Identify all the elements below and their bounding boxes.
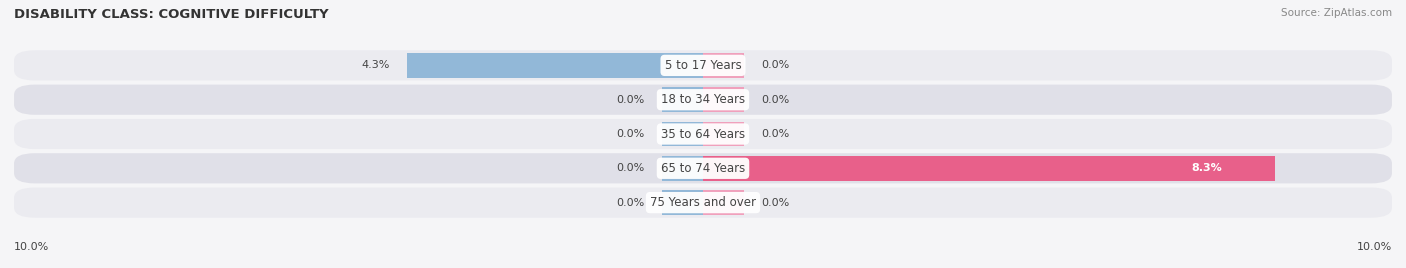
Text: 65 to 74 Years: 65 to 74 Years <box>661 162 745 175</box>
Text: 10.0%: 10.0% <box>14 242 49 252</box>
Bar <box>662 87 703 112</box>
Text: 4.3%: 4.3% <box>361 60 389 70</box>
FancyBboxPatch shape <box>14 153 1392 183</box>
Text: 0.0%: 0.0% <box>616 198 644 208</box>
Text: 8.3%: 8.3% <box>1191 163 1222 173</box>
Text: 75 Years and over: 75 Years and over <box>650 196 756 209</box>
Text: 0.0%: 0.0% <box>616 129 644 139</box>
Bar <box>662 156 703 181</box>
FancyBboxPatch shape <box>14 50 1392 80</box>
Text: 0.0%: 0.0% <box>762 95 790 105</box>
Text: 35 to 64 Years: 35 to 64 Years <box>661 128 745 140</box>
Bar <box>703 122 744 146</box>
Bar <box>703 190 744 215</box>
Text: 10.0%: 10.0% <box>1357 242 1392 252</box>
Text: 0.0%: 0.0% <box>762 60 790 70</box>
Text: Source: ZipAtlas.com: Source: ZipAtlas.com <box>1281 8 1392 18</box>
Text: 18 to 34 Years: 18 to 34 Years <box>661 93 745 106</box>
Bar <box>703 53 744 78</box>
Bar <box>662 122 703 146</box>
Bar <box>703 87 744 112</box>
FancyBboxPatch shape <box>14 188 1392 218</box>
Bar <box>662 190 703 215</box>
Text: 0.0%: 0.0% <box>616 163 644 173</box>
Bar <box>406 53 703 78</box>
FancyBboxPatch shape <box>14 85 1392 115</box>
Text: 0.0%: 0.0% <box>616 95 644 105</box>
Bar <box>703 156 1275 181</box>
FancyBboxPatch shape <box>14 119 1392 149</box>
Text: DISABILITY CLASS: COGNITIVE DIFFICULTY: DISABILITY CLASS: COGNITIVE DIFFICULTY <box>14 8 329 21</box>
Text: 5 to 17 Years: 5 to 17 Years <box>665 59 741 72</box>
Text: 0.0%: 0.0% <box>762 129 790 139</box>
Text: 0.0%: 0.0% <box>762 198 790 208</box>
